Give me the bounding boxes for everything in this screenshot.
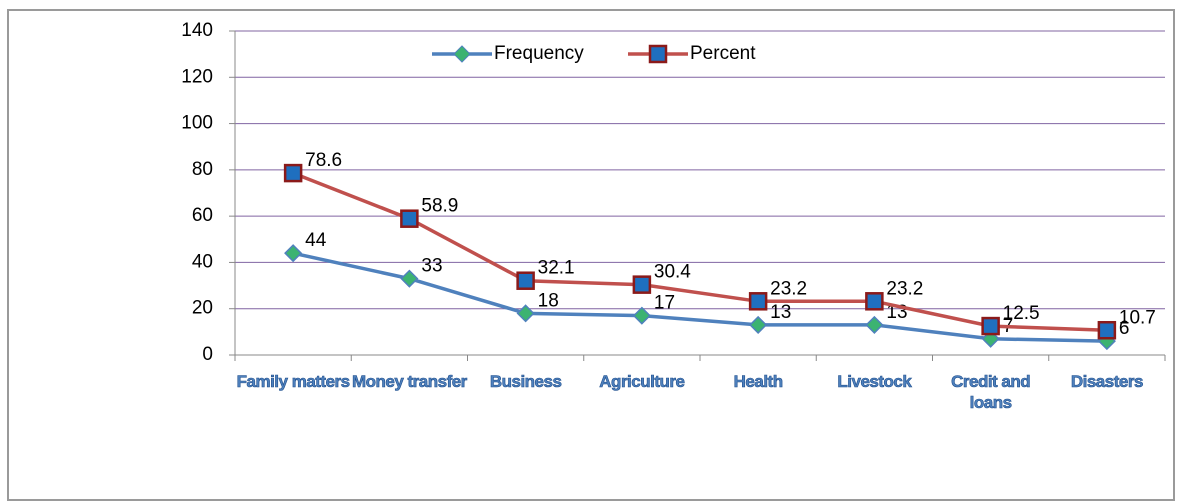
data-label: 6 xyxy=(1119,318,1130,339)
legend-label: Percent xyxy=(690,43,756,64)
point-marker xyxy=(632,306,651,325)
x-tick-label: Disasters xyxy=(1070,372,1144,392)
x-tick-label: Business xyxy=(489,372,563,392)
data-label: 13 xyxy=(770,302,791,323)
point-marker xyxy=(516,304,535,323)
data-label: 12.5 xyxy=(1003,303,1040,324)
point-marker xyxy=(981,316,1000,336)
point-marker xyxy=(1097,320,1117,340)
y-tick-label: 60 xyxy=(192,205,213,226)
x-tick-label: Family matters xyxy=(236,372,350,392)
data-label: 23.2 xyxy=(770,278,807,299)
x-tick-label: Money transfer xyxy=(351,372,468,392)
x-tick-label: Health xyxy=(733,372,783,392)
data-label: 33 xyxy=(421,256,442,277)
data-label: 23.2 xyxy=(886,278,923,299)
data-label: 30.4 xyxy=(654,262,691,283)
point-marker xyxy=(284,244,303,263)
x-tick-label: Credit and loans xyxy=(951,372,1031,413)
y-tick-label: 120 xyxy=(181,66,213,87)
y-tick-label: 80 xyxy=(192,159,213,180)
point-marker xyxy=(865,292,884,311)
data-label: 44 xyxy=(305,230,327,251)
legend-marker xyxy=(453,45,471,63)
legend-label: Frequency xyxy=(494,43,584,64)
y-tick-label: 140 xyxy=(181,20,213,41)
data-label: 18 xyxy=(538,290,559,311)
point-marker xyxy=(749,315,768,334)
series-line xyxy=(292,251,1107,343)
y-tick-label: 40 xyxy=(192,251,213,272)
point-marker xyxy=(283,163,303,183)
y-tick-label: 100 xyxy=(181,113,213,134)
point-marker xyxy=(516,271,535,290)
point-marker xyxy=(400,209,419,228)
x-tick-label: Livestock xyxy=(837,372,912,392)
y-tick-label: 20 xyxy=(192,298,213,319)
y-tick-label: 0 xyxy=(202,344,213,365)
x-tick-label: Agriculture xyxy=(599,372,685,392)
data-label: 58.9 xyxy=(421,196,458,217)
series-line xyxy=(292,171,1107,332)
data-label: 78.6 xyxy=(305,150,342,171)
data-label: 17 xyxy=(654,293,675,314)
point-marker xyxy=(748,292,768,311)
frame xyxy=(7,9,1175,501)
data-label: 32.1 xyxy=(538,258,575,279)
point-marker xyxy=(865,315,884,334)
legend-marker xyxy=(648,44,668,64)
point-marker xyxy=(632,275,652,294)
point-marker xyxy=(400,269,419,288)
data-label: 10.7 xyxy=(1119,307,1156,328)
